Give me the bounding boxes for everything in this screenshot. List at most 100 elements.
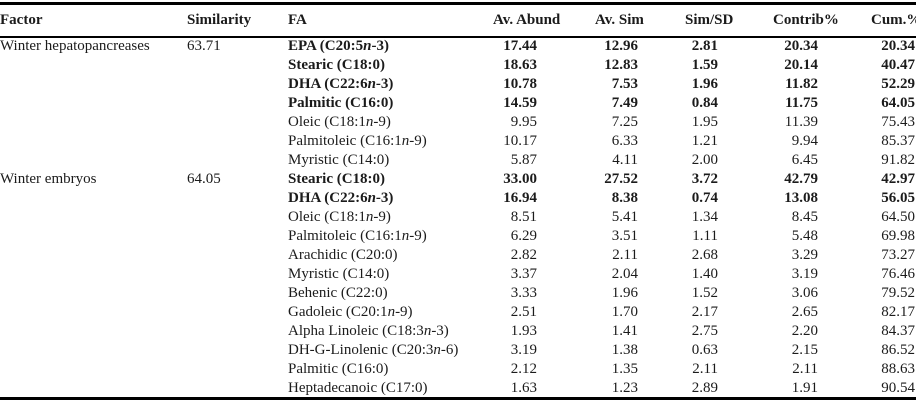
cell-fa-name: Arachidic (C20:0) — [288, 247, 398, 264]
cell-sim-sd: 1.34 — [685, 208, 773, 227]
cell-similarity — [187, 208, 288, 227]
table-row: DH-G-Linolenic (C20:3n-6) 3.19 1.38 0.63 2.1… — [0, 341, 916, 360]
numeric-value: 10.78 — [503, 75, 537, 92]
cell-av-abund: 18.63 — [493, 56, 595, 75]
numeric-value: 2.82 — [510, 247, 537, 264]
col-header-cum-pct: Cum.% — [871, 3, 916, 38]
numeric-value: 8.45 — [791, 208, 818, 225]
cell-factor — [0, 208, 187, 227]
numeric-value: 79.52 — [881, 285, 915, 302]
cell-av-abund: 10.78 — [493, 75, 595, 94]
cell-av-abund: 14.59 — [493, 94, 595, 113]
cell-av-abund: 6.29 — [493, 227, 595, 246]
cell-av-abund: 9.95 — [493, 113, 595, 132]
numeric-value: 17.44 — [503, 38, 537, 55]
numeric-value: 91.82 — [881, 151, 915, 168]
numeric-value: 20.34 — [784, 38, 818, 55]
cell-fa-name: Gadoleic (C20:1n-9) — [288, 304, 413, 321]
numeric-value: 1.95 — [691, 113, 718, 130]
numeric-value: 12.96 — [604, 38, 638, 55]
numeric-value: 73.27 — [881, 247, 915, 264]
cell-fa-name: Stearic (C18:0) — [288, 170, 386, 187]
cell-contrib-pct: 5.48 — [773, 227, 871, 246]
cell-av-abund: 1.63 — [493, 379, 595, 398]
cell-av-sim: 7.25 — [595, 113, 685, 132]
cell-factor — [0, 360, 187, 379]
table-row: Alpha Linoleic (C18:3n-3) 1.93 1.41 2.75 2.2… — [0, 322, 916, 341]
cell-sim-sd: 1.40 — [685, 265, 773, 284]
cell-factor — [0, 265, 187, 284]
numeric-value: 64.50 — [881, 208, 915, 225]
cell-sim-sd: 2.75 — [685, 322, 773, 341]
cell-cum-pct: 85.37 — [871, 132, 916, 151]
cell-fa-name: DH-G-Linolenic (C20:3n-6) — [288, 342, 459, 359]
numeric-value: 52.29 — [881, 75, 915, 92]
cell-cum-pct: 64.50 — [871, 208, 916, 227]
cell-fa-name: Palmitic (C16:0) — [288, 94, 394, 111]
cell-factor — [0, 151, 187, 170]
header-row: Factor Similarity FA Av. Abund Av. Sim S… — [0, 3, 916, 38]
cell-factor — [0, 113, 187, 132]
numeric-value: 3.51 — [611, 227, 638, 244]
cell-cum-pct: 79.52 — [871, 284, 916, 303]
cell-sim-sd: 1.52 — [685, 284, 773, 303]
table-header: Factor Similarity FA Av. Abund Av. Sim S… — [0, 3, 916, 38]
numeric-value: 76.46 — [881, 266, 915, 283]
cell-similarity — [187, 189, 288, 208]
col-header-av-abund: Av. Abund — [493, 3, 595, 38]
cell-av-abund: 5.87 — [493, 151, 595, 170]
cell-fa-name: EPA (C20:5n-3) — [288, 38, 389, 55]
cell-similarity — [187, 265, 288, 284]
table-row: Gadoleic (C20:1n-9) 2.51 1.70 2.17 2.65 82.17 — [0, 303, 916, 322]
cell-similarity — [187, 322, 288, 341]
numeric-value: 3.33 — [510, 285, 537, 302]
cell-contrib-pct: 20.14 — [773, 56, 871, 75]
cell-contrib-pct: 9.94 — [773, 132, 871, 151]
cell-av-abund: 2.12 — [493, 360, 595, 379]
numeric-value: 10.17 — [503, 132, 537, 149]
cell-factor — [0, 94, 187, 113]
numeric-value: 6.45 — [791, 151, 818, 168]
table-row: Palmitic (C16:0) 2.12 1.35 2.11 2.11 88.63 — [0, 360, 916, 379]
cell-fa-name: Heptadecanoic (C17:0) — [288, 379, 428, 396]
cell-cum-pct: 76.46 — [871, 265, 916, 284]
numeric-value: 8.51 — [510, 208, 537, 225]
numeric-value: 1.11 — [692, 227, 718, 244]
table-body: Winter hepatopancreases 63.71 EPA (C20:5n-… — [0, 37, 916, 399]
simper-analysis-table: Factor Similarity FA Av. Abund Av. Sim S… — [0, 2, 916, 400]
cell-similarity — [187, 56, 288, 75]
cell-av-sim: 5.41 — [595, 208, 685, 227]
table-row: Oleic (C18:1n-9) 9.95 7.25 1.95 11.39 75.43 — [0, 113, 916, 132]
numeric-value: 5.87 — [510, 151, 537, 168]
cell-cum-pct: 91.82 — [871, 151, 916, 170]
numeric-value: 20.34 — [881, 38, 915, 55]
table-row: Winter embryos 64.05 Stearic (C18:0) 33.00 2… — [0, 170, 916, 189]
cell-cum-pct: 84.37 — [871, 322, 916, 341]
cell-av-sim: 4.11 — [595, 151, 685, 170]
numeric-value: 6.29 — [510, 227, 537, 244]
cell-factor — [0, 75, 187, 94]
cell-factor: Winter hepatopancreases — [0, 38, 150, 55]
numeric-value: 85.37 — [881, 132, 915, 149]
numeric-value: 82.17 — [881, 304, 915, 321]
numeric-value: 6.33 — [611, 132, 638, 149]
cell-sim-sd: 2.00 — [685, 151, 773, 170]
cell-cum-pct: 64.05 — [871, 94, 916, 113]
cell-similarity — [187, 284, 288, 303]
cell-av-sim: 1.35 — [595, 360, 685, 379]
cell-cum-pct: 88.63 — [871, 360, 916, 379]
cell-similarity — [187, 227, 288, 246]
numeric-value: 11.39 — [784, 113, 818, 130]
numeric-value: 13.08 — [784, 189, 818, 206]
cell-sim-sd: 2.81 — [685, 37, 773, 56]
cell-similarity — [187, 113, 288, 132]
cell-av-sim: 7.49 — [595, 94, 685, 113]
cell-av-abund: 3.19 — [493, 341, 595, 360]
col-header-similarity: Similarity — [187, 3, 288, 38]
cell-fa-name: Palmitoleic (C16:1n-9) — [288, 132, 427, 149]
cell-av-abund: 3.33 — [493, 284, 595, 303]
numeric-value: 1.96 — [611, 285, 638, 302]
numeric-value: 1.34 — [691, 208, 718, 225]
cell-contrib-pct: 11.82 — [773, 75, 871, 94]
numeric-value: 3.37 — [510, 266, 537, 283]
